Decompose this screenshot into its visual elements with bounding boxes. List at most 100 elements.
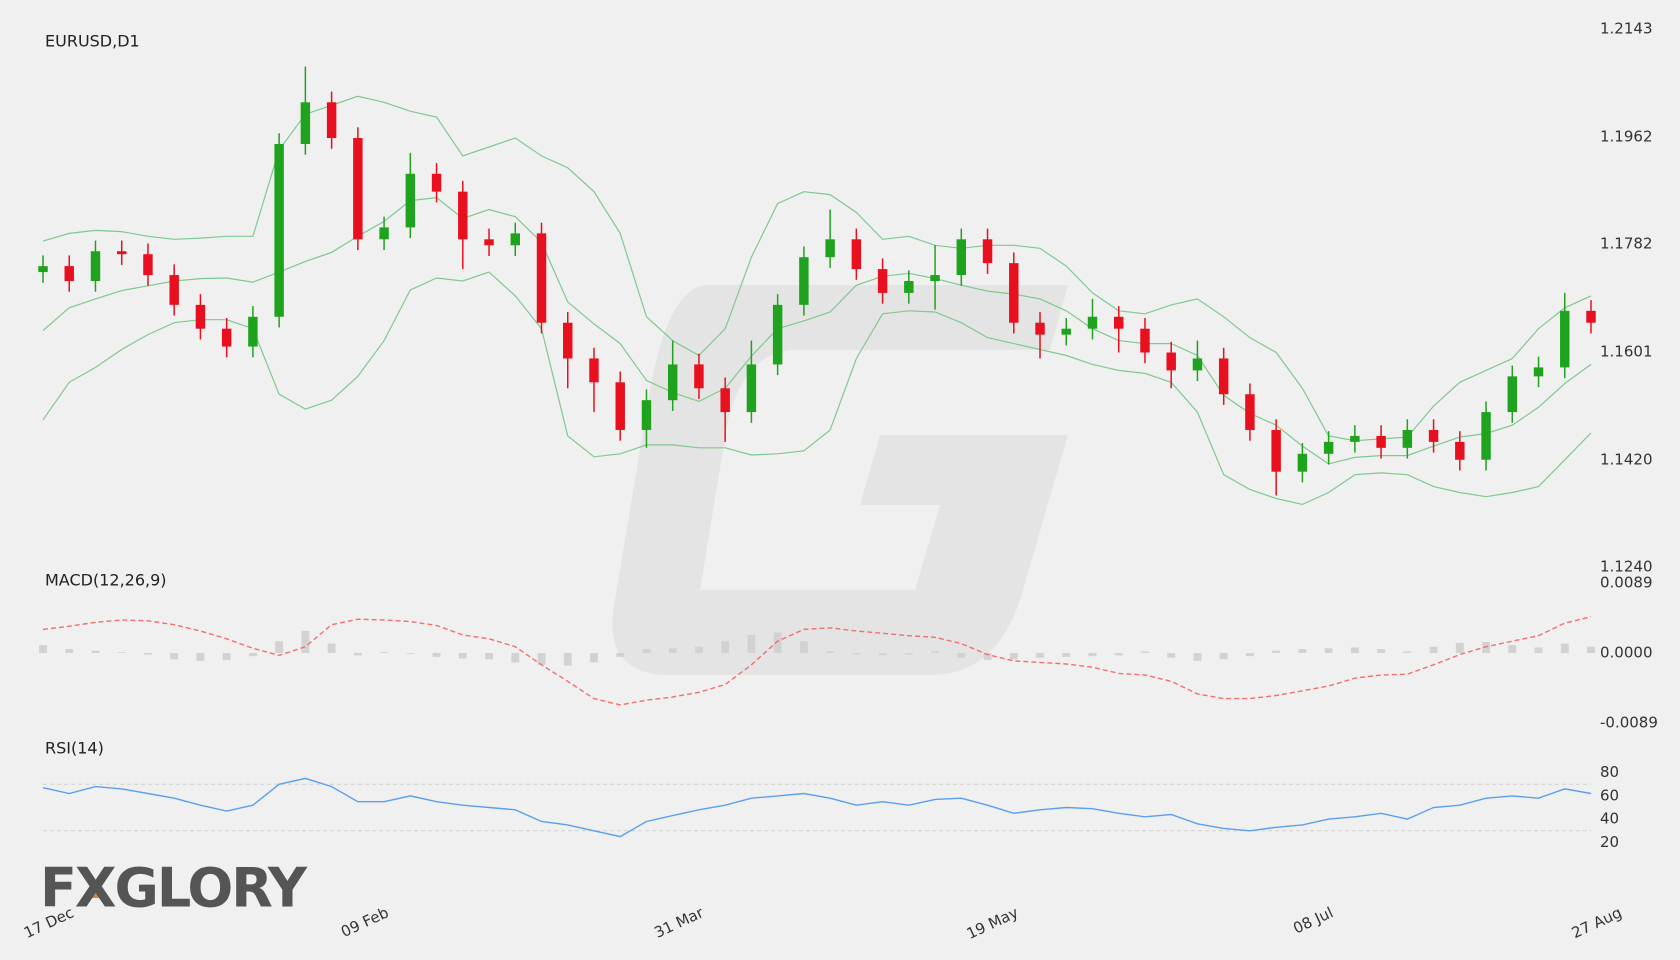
macd-bar	[1062, 653, 1071, 657]
candle-body	[982, 239, 993, 264]
logo-accent	[92, 886, 104, 898]
macd-bar	[1088, 653, 1097, 657]
macd-bar	[1508, 645, 1517, 653]
candle-body	[379, 227, 389, 240]
candle-body	[1455, 441, 1465, 460]
candle-body	[694, 364, 704, 389]
candle-body	[38, 266, 48, 273]
candle-body	[825, 239, 835, 258]
macd-bar	[1167, 653, 1176, 658]
candle-body	[1218, 358, 1229, 395]
macd-bar	[668, 648, 677, 653]
macd-bar	[117, 652, 126, 653]
candle-body	[930, 275, 940, 282]
candle-body	[1297, 453, 1308, 472]
macd-bar	[1298, 649, 1307, 653]
candle-body	[169, 275, 179, 305]
candle-body	[1245, 394, 1255, 430]
macd-bar	[511, 653, 520, 663]
macd-bar	[931, 651, 940, 653]
candle-body	[1140, 328, 1150, 353]
macd-bar	[1324, 648, 1333, 653]
y-tick-label: 1.1782	[1600, 235, 1653, 253]
macd-bar	[1193, 653, 1202, 661]
macd-bar	[773, 632, 782, 653]
macd-bar	[222, 653, 231, 661]
macd-bar	[380, 652, 389, 653]
candle-body	[1428, 429, 1439, 442]
macd-bar	[301, 630, 310, 653]
candle-body	[667, 364, 678, 401]
macd-bar	[1560, 643, 1569, 653]
macd-signal	[42, 616, 1592, 706]
candle-body	[1507, 376, 1518, 413]
candle-body	[1087, 316, 1098, 329]
macd-bar	[485, 653, 493, 660]
y-tick-label: 1.1240	[1600, 558, 1653, 576]
macd-bar	[747, 634, 756, 653]
candle-body	[1560, 310, 1570, 368]
macd-bar	[1377, 649, 1386, 653]
y-tick-label: 1.2143	[1600, 20, 1653, 38]
candle-body	[1323, 441, 1334, 454]
macd-bar	[1350, 647, 1359, 653]
macd-bar	[1114, 653, 1123, 656]
rsi-title: RSI(14)	[45, 739, 104, 758]
candle-body	[484, 239, 494, 246]
candle-body	[353, 138, 363, 240]
candle-body	[300, 102, 311, 144]
macd-bar	[406, 653, 415, 654]
candle-body	[536, 233, 547, 323]
candle-body	[221, 328, 232, 347]
macd-bar	[1036, 653, 1044, 658]
macd-bar	[327, 643, 336, 653]
candle-body	[116, 251, 127, 255]
candle-body	[746, 364, 757, 413]
macd-bar	[39, 645, 47, 653]
candle-body	[1402, 429, 1413, 448]
y-tick-label: 1.1420	[1600, 450, 1653, 468]
candle-body	[90, 251, 101, 282]
macd-bar	[458, 653, 467, 659]
candle-body	[799, 257, 809, 305]
candle-body	[1350, 435, 1360, 442]
y-tick-label: 20	[1600, 833, 1619, 851]
candle-body	[589, 358, 599, 383]
y-tick-label: -0.0089	[1600, 714, 1658, 732]
candle-body	[1009, 263, 1019, 323]
macd-bar	[694, 646, 703, 653]
candle-body	[720, 388, 730, 413]
macd-bar	[616, 653, 625, 657]
macd-bar	[983, 653, 992, 661]
macd-bar	[432, 653, 441, 657]
macd-title: MACD(12,26,9)	[45, 571, 167, 590]
macd-bar	[144, 653, 152, 655]
macd-bar	[1219, 653, 1228, 660]
macd-bar	[1455, 642, 1464, 653]
candle-body	[1035, 322, 1045, 335]
candle-body	[615, 382, 625, 430]
rsi-line	[42, 777, 1592, 838]
macd-bar	[353, 653, 362, 656]
y-tick-label: 0.0089	[1600, 574, 1653, 592]
macd-bar	[957, 653, 966, 658]
candle-body	[431, 173, 442, 192]
macd-bar	[170, 653, 179, 660]
candle-body	[510, 233, 520, 246]
candle-body	[1376, 435, 1386, 448]
candle-body	[904, 281, 914, 293]
candle-body	[1166, 352, 1176, 371]
band-middle	[42, 196, 1592, 465]
candle-body	[458, 191, 468, 240]
candle-body	[956, 239, 967, 276]
macd-bar	[65, 649, 74, 653]
macd-bar	[248, 653, 257, 657]
macd-bar	[1534, 647, 1543, 653]
macd-bar	[799, 641, 808, 653]
candle-body	[195, 304, 206, 329]
candle-body	[248, 316, 258, 347]
macd-bar	[642, 649, 651, 653]
y-tick-label: 1.1601	[1600, 342, 1653, 360]
